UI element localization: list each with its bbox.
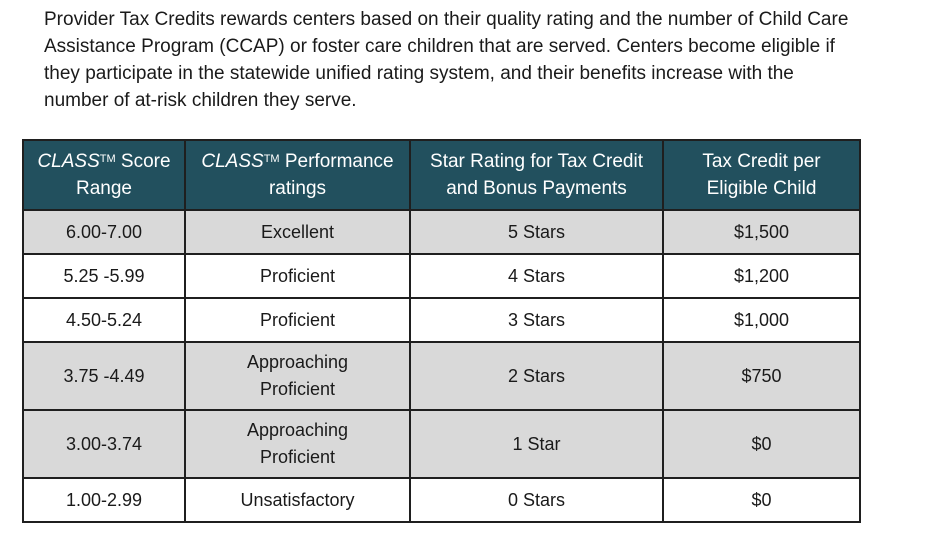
performance-rating-cell: Proficient xyxy=(184,297,411,343)
tax-credit-cell: $0 xyxy=(662,409,861,479)
tax-credit-cell: $0 xyxy=(662,477,861,523)
star-rating-cell: 1 Star xyxy=(409,409,664,479)
score-range-cell: 1.00-2.99 xyxy=(22,477,186,523)
intro-line: Provider Tax Credits rewards centers bas… xyxy=(44,9,849,30)
table-row: 1.00-2.99 Unsatisfactory 0 Stars $0 xyxy=(22,477,861,523)
table-row: 6.00-7.00 Excellent 5 Stars $1,500 xyxy=(22,209,861,255)
star-rating-cell: 2 Stars xyxy=(409,341,664,411)
header-score-range: CLASSTM Score Range xyxy=(22,139,186,211)
rating-text: Excellent xyxy=(260,221,335,242)
header-class-label: CLASS xyxy=(201,151,264,172)
header-tax-credit: Tax Credit per Eligible Child xyxy=(662,139,861,211)
header-star-rating: Star Rating for Tax Credit and Bonus Pay… xyxy=(409,139,664,211)
table-row: 5.25 -5.99 Proficient 4 Stars $1,200 xyxy=(22,253,861,299)
performance-rating-cell: Excellent xyxy=(184,209,411,255)
rating-text: Proficient xyxy=(259,447,336,467)
rating-text: Approaching xyxy=(246,420,349,440)
star-rating-cell: 3 Stars xyxy=(409,297,664,343)
score-range-cell: 5.25 -5.99 xyxy=(22,253,186,299)
header-text: ratings xyxy=(268,178,327,199)
rating-text: Unsatisfactory xyxy=(240,489,355,510)
header-text: Score xyxy=(115,151,171,172)
score-range-cell: 3.00-3.74 xyxy=(22,409,186,479)
intro-line: Assistance Program (CCAP) or foster care… xyxy=(44,36,835,57)
header-text: and Bonus Payments xyxy=(446,178,627,199)
table-row: 4.50-5.24 Proficient 3 Stars $1,000 xyxy=(22,297,861,343)
score-range-cell: 3.75 -4.49 xyxy=(22,341,186,411)
intro-paragraph: Provider Tax Credits rewards centers bas… xyxy=(44,6,914,114)
star-rating-cell: 4 Stars xyxy=(409,253,664,299)
table-row: 3.00-3.74 Approaching Proficient 1 Star $… xyxy=(22,409,861,479)
tax-credit-cell: $1,200 xyxy=(662,253,861,299)
star-rating-cell: 0 Stars xyxy=(409,477,664,523)
header-text: Performance xyxy=(279,151,394,172)
performance-rating-cell: Unsatisfactory xyxy=(184,477,411,523)
star-rating-cell: 5 Stars xyxy=(409,209,664,255)
intro-line: number of at-risk children they serve. xyxy=(44,90,357,111)
header-text: Range xyxy=(76,178,132,199)
performance-rating-cell: Proficient xyxy=(184,253,411,299)
header-text: Eligible Child xyxy=(706,178,817,199)
tax-credit-cell: $750 xyxy=(662,341,861,411)
performance-rating-cell: Approaching Proficient xyxy=(184,409,411,479)
header-class-label: CLASS xyxy=(37,151,100,172)
tax-credit-cell: $1,500 xyxy=(662,209,861,255)
table-row: 3.75 -4.49 Approaching Proficient 2 Stars… xyxy=(22,341,861,411)
table-header-row: CLASSTM Score Range CLASSTM Performance … xyxy=(22,139,861,211)
tax-credit-table: CLASSTM Score Range CLASSTM Performance … xyxy=(22,139,861,523)
rating-text: Approaching xyxy=(246,352,349,372)
header-performance-ratings: CLASSTM Performance ratings xyxy=(184,139,411,211)
score-range-cell: 6.00-7.00 xyxy=(22,209,186,255)
intro-line: they participate in the statewide unifie… xyxy=(44,63,794,84)
trademark-sup: TM xyxy=(99,153,116,165)
header-text: Tax Credit per xyxy=(702,151,821,172)
rating-text: Proficient xyxy=(259,309,336,330)
score-range-cell: 4.50-5.24 xyxy=(22,297,186,343)
performance-rating-cell: Approaching Proficient xyxy=(184,341,411,411)
rating-text: Proficient xyxy=(259,265,336,286)
trademark-sup: TM xyxy=(263,153,280,165)
header-text: Star Rating for Tax Credit xyxy=(430,151,643,172)
tax-credit-cell: $1,000 xyxy=(662,297,861,343)
rating-text: Proficient xyxy=(259,379,336,399)
